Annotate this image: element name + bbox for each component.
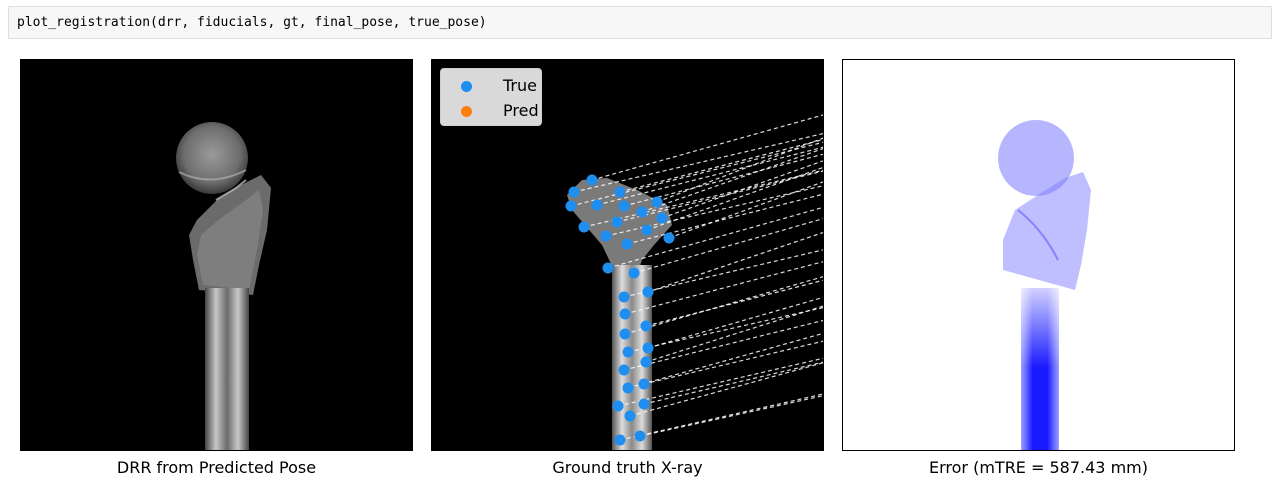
- fiducial-true-point: [578, 221, 590, 233]
- correspondence-line: [643, 361, 823, 405]
- fiducial-true-point: [642, 342, 654, 354]
- correspondence-line: [623, 153, 823, 207]
- correspondence-line: [629, 362, 823, 417]
- correspondence-line: [639, 395, 823, 437]
- correspondence-line: [573, 133, 823, 193]
- correspondence-line: [661, 160, 823, 219]
- correspondence-line: [656, 137, 823, 203]
- error-map-image: [998, 120, 1091, 450]
- correspondence-line: [570, 141, 823, 207]
- fiducial-true-point: [619, 308, 631, 320]
- fiducial-true-point: [614, 434, 626, 446]
- correspondence-line: [627, 332, 823, 389]
- code-text[interactable]: plot_registration(drr, fiducials, gt, fi…: [17, 15, 487, 30]
- legend: True Pred: [440, 68, 542, 126]
- fiducial-true-point: [622, 346, 634, 358]
- fiducial-true-point: [640, 320, 652, 332]
- correspondence-line: [641, 148, 823, 213]
- xray-caption: Ground truth X-ray: [552, 458, 703, 477]
- correspondence-lines: [570, 114, 823, 441]
- fiducial-true-point: [641, 224, 653, 236]
- fiducial-true-point: [568, 186, 580, 198]
- fiducial-true-point: [663, 232, 675, 244]
- correspondence-line: [617, 357, 823, 407]
- fiducial-true-point: [586, 174, 598, 186]
- correspondence-line: [633, 218, 823, 274]
- drr-image-panel: [20, 59, 413, 451]
- fiducial-points: [565, 174, 675, 446]
- legend-pred-label: Pred: [503, 101, 539, 120]
- correspondence-line: [624, 276, 823, 335]
- correspondence-line: [626, 193, 823, 245]
- fiducial-true-point: [636, 206, 648, 218]
- fiducial-true-point: [638, 398, 650, 410]
- fiducial-true-point: [619, 328, 631, 340]
- error-map-panel: [842, 59, 1235, 451]
- correspondence-line: [591, 114, 823, 181]
- fiducial-true-point: [638, 378, 650, 390]
- fiducial-true-point: [618, 291, 630, 303]
- xray-image: [565, 114, 823, 450]
- correspondence-line: [647, 296, 823, 349]
- legend-true-label: True: [503, 76, 537, 95]
- fiducial-true-point: [612, 400, 624, 412]
- legend-pred-marker: [461, 106, 472, 117]
- correspondence-line: [643, 340, 823, 385]
- fiducial-true-point: [642, 286, 654, 298]
- correspondence-line: [583, 169, 823, 228]
- fiducial-true-point: [611, 216, 623, 228]
- fiducial-true-point: [624, 410, 636, 422]
- correspondence-line: [645, 279, 823, 327]
- drr-caption: DRR from Predicted Pose: [116, 458, 317, 477]
- fiducial-true-point: [622, 382, 634, 394]
- ground-truth-xray-panel: True Pred: [431, 59, 824, 451]
- fiducial-true-point: [628, 267, 640, 279]
- correspondence-line: [646, 166, 823, 231]
- code-cell[interactable]: plot_registration(drr, fiducials, gt, fi…: [8, 6, 1272, 39]
- fiducial-true-point: [634, 430, 646, 442]
- correspondence-line: [623, 249, 823, 298]
- legend-item-true: True: [441, 74, 541, 98]
- legend-true-marker: [461, 81, 472, 92]
- correspondence-line: [668, 181, 823, 239]
- fiducial-true-point: [591, 199, 603, 211]
- fiducial-true-point: [618, 364, 630, 376]
- fiducial-true-point: [600, 230, 612, 242]
- correspondence-line: [596, 146, 823, 206]
- fiducial-true-point: [656, 212, 668, 224]
- error-caption: Error (mTRE = 587.43 mm): [929, 458, 1148, 477]
- correspondence-line: [645, 305, 823, 363]
- fiducial-true-point: [565, 200, 577, 212]
- drr-image: [176, 122, 271, 450]
- fiducial-true-point: [618, 200, 630, 212]
- fiducial-true-point: [651, 196, 663, 208]
- fiducial-true-point: [621, 238, 633, 250]
- correspondence-line: [624, 261, 823, 315]
- correspondence-line: [627, 307, 823, 353]
- legend-item-pred: Pred: [441, 99, 541, 123]
- fiducial-true-point: [614, 186, 626, 198]
- fiducial-true-point: [602, 262, 614, 274]
- fiducial-true-point: [640, 356, 652, 368]
- correspondence-line: [647, 232, 823, 293]
- correspondence-line: [623, 319, 823, 371]
- correspondence-line: [607, 206, 823, 269]
